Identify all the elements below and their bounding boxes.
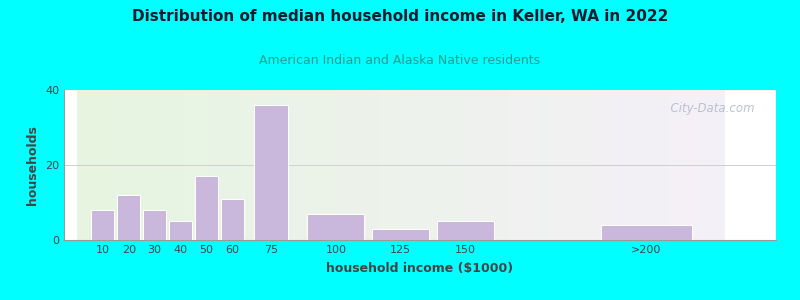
- Bar: [372, 229, 429, 240]
- Bar: [437, 221, 494, 240]
- Text: City-Data.com: City-Data.com: [663, 102, 754, 115]
- Bar: [195, 176, 218, 240]
- Bar: [307, 214, 364, 240]
- Bar: [254, 105, 288, 240]
- X-axis label: household income ($1000): household income ($1000): [326, 262, 514, 275]
- Bar: [91, 210, 114, 240]
- Text: Distribution of median household income in Keller, WA in 2022: Distribution of median household income …: [132, 9, 668, 24]
- Y-axis label: households: households: [26, 125, 39, 205]
- Bar: [601, 225, 692, 240]
- Bar: [143, 210, 166, 240]
- Bar: [118, 195, 140, 240]
- Bar: [169, 221, 192, 240]
- Bar: [221, 199, 244, 240]
- Text: American Indian and Alaska Native residents: American Indian and Alaska Native reside…: [259, 54, 541, 67]
